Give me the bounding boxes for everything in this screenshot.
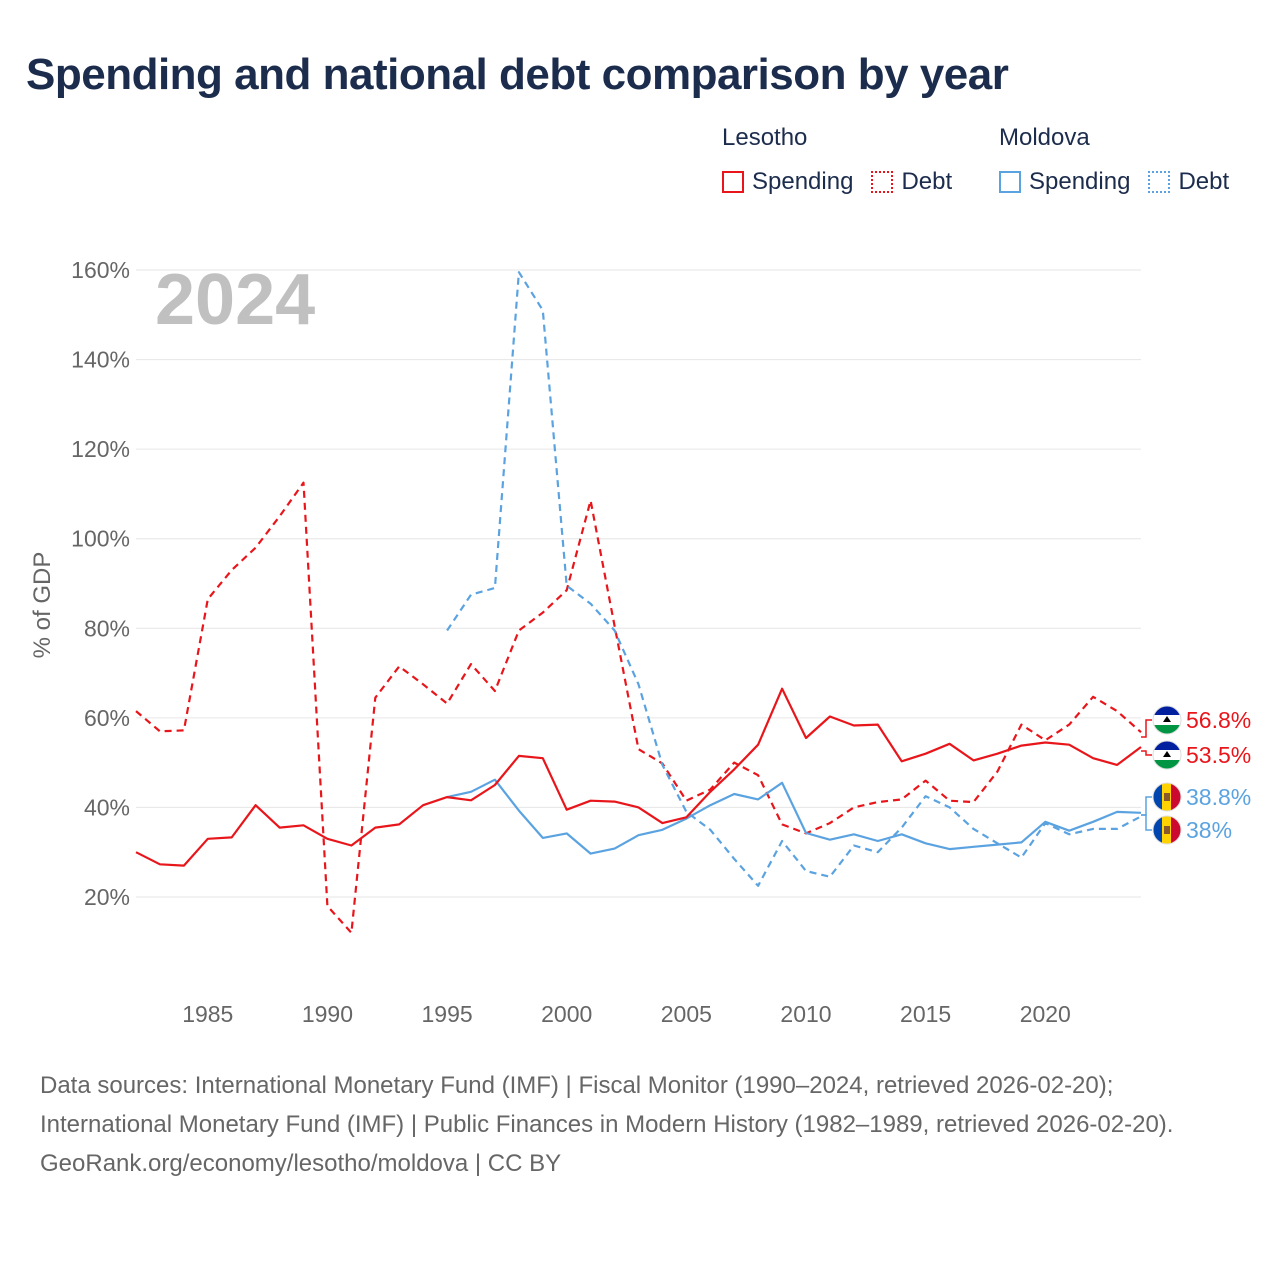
end-label-connectors — [1141, 719, 1152, 831]
legend-label: Spending — [752, 168, 854, 195]
lesotho-flag-icon — [1153, 741, 1181, 769]
legend-swatch-dotted — [871, 171, 894, 193]
legend-swatch-solid — [722, 171, 744, 193]
y-tick-label: 80% — [84, 615, 130, 641]
x-tick-label: 2005 — [661, 1001, 712, 1027]
legend-item-lesotho-spending[interactable]: Spending — [722, 168, 853, 196]
legend-group-title: Lesotho — [722, 124, 808, 151]
y-axis-ticks: 20% 40% 60% 80% 100% 120% 140% 160% — [71, 257, 130, 910]
y-tick-label: 120% — [71, 436, 130, 462]
series-line-moldova-spending[interactable] — [446, 778, 1142, 855]
legend-group-title: Moldova — [999, 124, 1090, 151]
end-label-moldova-spending: 38.8% — [1186, 784, 1251, 810]
series-line-lesotho-debt[interactable] — [135, 481, 1142, 934]
chart-title: Spending and national debt comparison by… — [26, 50, 1009, 99]
x-axis-ticks: 1985 1990 1995 2000 2005 2010 2015 2020 — [182, 1001, 1071, 1027]
end-label-lesotho-spending: 53.5% — [1186, 742, 1251, 768]
connector-lesotho-spending — [1141, 750, 1152, 756]
x-tick-label: 1990 — [302, 1001, 353, 1027]
gridlines — [136, 269, 1141, 898]
end-label-moldova-debt: 38% — [1186, 817, 1232, 843]
year-watermark: 2024 — [155, 260, 315, 340]
connector-moldova-debt — [1141, 814, 1152, 831]
series-layer — [135, 271, 1142, 934]
legend-item-moldova-debt[interactable]: Debt — [1148, 168, 1229, 196]
footer: Data sources: International Monetary Fun… — [40, 1066, 1240, 1183]
connector-lesotho-debt — [1141, 719, 1152, 738]
x-tick-label: 1985 — [182, 1001, 233, 1027]
legend-group-moldova: Moldova Spending Debt — [999, 124, 1247, 196]
y-axis-label: % of GDP — [29, 552, 56, 659]
legend-label: Debt — [901, 168, 953, 195]
series-line-lesotho-spending[interactable] — [135, 687, 1142, 867]
end-label-lesotho-debt: 56.8% — [1186, 707, 1251, 733]
legend-item-lesotho-debt[interactable]: Debt — [871, 168, 952, 196]
legend-swatch-dotted — [1148, 171, 1171, 193]
y-tick-label: 20% — [84, 884, 130, 910]
legend-item-moldova-spending[interactable]: Spending — [999, 168, 1130, 196]
x-tick-label: 1995 — [421, 1001, 472, 1027]
x-tick-label: 2020 — [1020, 1001, 1071, 1027]
data-sources: Data sources: International Monetary Fun… — [40, 1072, 1174, 1138]
legend-label: Debt — [1178, 168, 1230, 195]
legend-label: Spending — [1029, 168, 1131, 195]
x-tick-label: 2010 — [780, 1001, 831, 1027]
line-chart: 20% 40% 60% 80% 100% 120% 140% 160% 1985 1990 199… — [29, 257, 1251, 1027]
x-tick-label: 2000 — [541, 1001, 592, 1027]
moldova-flag-icon — [1153, 783, 1181, 811]
y-tick-label: 40% — [84, 794, 130, 820]
legend-swatch-solid — [999, 171, 1021, 193]
credit-link[interactable]: GeoRank.org/economy/lesotho/moldova | CC… — [40, 1150, 562, 1177]
moldova-flag-icon — [1153, 816, 1181, 844]
series-line-moldova-debt[interactable] — [446, 271, 1142, 887]
y-tick-label: 60% — [84, 705, 130, 731]
y-tick-label: 140% — [71, 347, 130, 373]
legend-group-lesotho: Lesotho Spending Debt — [722, 124, 970, 196]
y-tick-label: 100% — [71, 526, 130, 552]
x-tick-label: 2015 — [900, 1001, 951, 1027]
lesotho-flag-icon — [1153, 706, 1181, 734]
y-tick-label: 160% — [71, 257, 130, 283]
connector-moldova-spending — [1141, 796, 1152, 816]
